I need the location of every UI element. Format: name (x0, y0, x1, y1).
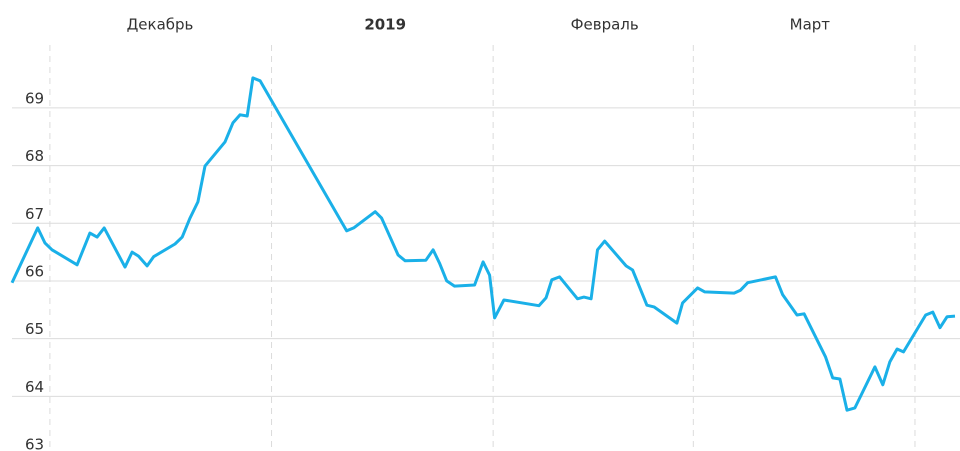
line (10, 76, 956, 412)
x-tick-label: Февраль (571, 16, 639, 34)
y-tick-label: 68 (25, 147, 44, 165)
x-tick-label: 2019 (364, 16, 406, 34)
y-tick-label: 69 (25, 89, 44, 107)
x-tick-label: Декабрь (127, 16, 194, 34)
y-tick-label: 65 (25, 320, 44, 338)
y-tick-label: 63 (25, 436, 44, 451)
y-tick-label: 64 (25, 378, 44, 396)
x-tick-label: Март (790, 16, 831, 34)
y-tick-label: 66 (25, 262, 44, 280)
y-tick-label: 67 (25, 205, 44, 223)
